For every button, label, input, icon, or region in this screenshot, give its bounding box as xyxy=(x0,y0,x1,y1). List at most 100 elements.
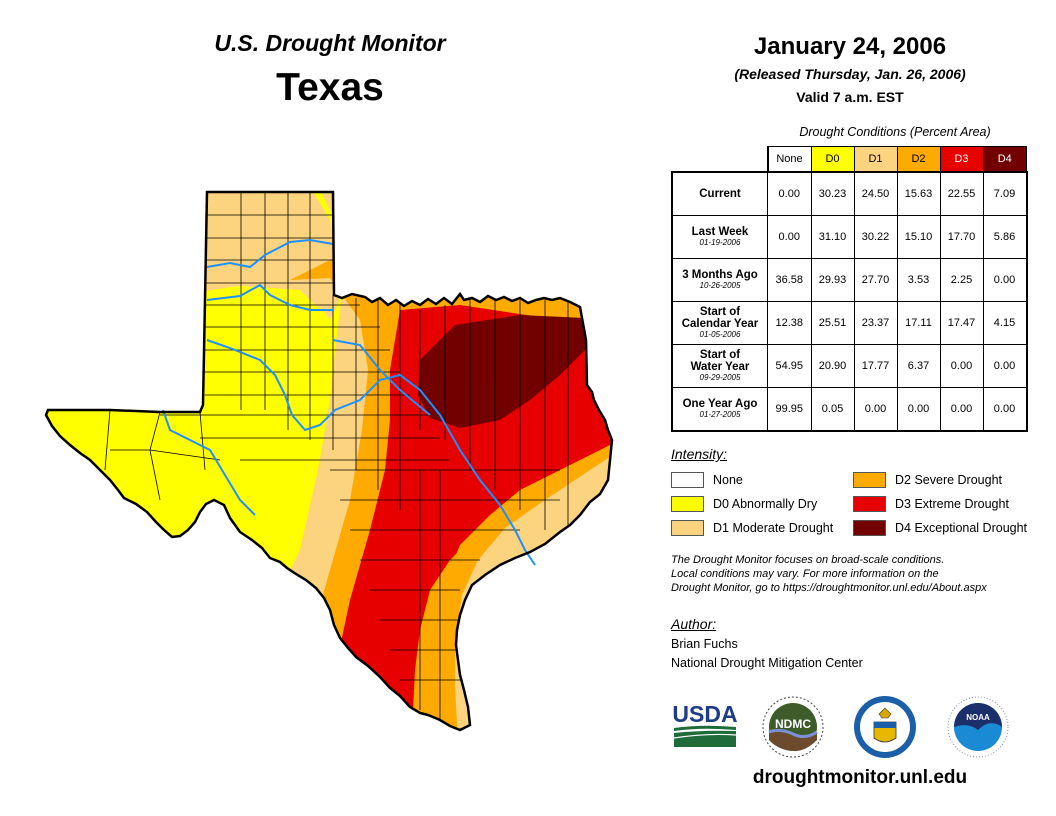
legend-label: D0 Abnormally Dry xyxy=(713,497,818,511)
row-date: 01-27-2005 xyxy=(699,410,741,419)
cell-none: 12.38 xyxy=(767,301,812,345)
county-lines xyxy=(104,192,569,720)
cell-d2: 6.37 xyxy=(896,344,941,388)
brazos-river xyxy=(206,339,536,566)
legend-title: Intensity: xyxy=(671,446,728,462)
cell-d0: 25.51 xyxy=(810,301,855,345)
table-row: Current 0.00 30.23 24.50 15.63 22.55 7.09 xyxy=(671,171,1028,216)
author-name: Brian Fuchs xyxy=(671,637,738,651)
cell-none: 0.00 xyxy=(767,171,812,216)
valid-time: Valid 7 a.m. EST xyxy=(796,89,904,105)
cell-d3: 0.00 xyxy=(939,344,984,388)
cell-d0: 20.90 xyxy=(810,344,855,388)
legend-label: D4 Exceptional Drought xyxy=(895,521,1028,535)
ndmc-logo: NDMC xyxy=(762,696,824,758)
note-line: Drought Monitor, go to https://droughtmo… xyxy=(671,582,987,594)
cell-d2: 15.63 xyxy=(896,171,941,216)
cell-d2: 3.53 xyxy=(896,258,941,302)
cell-d3: 17.47 xyxy=(939,301,984,345)
cell-none: 99.95 xyxy=(767,387,812,432)
doc-seal-logo xyxy=(854,696,916,758)
cell-none: 0.00 xyxy=(767,215,812,259)
table-caption: Drought Conditions (Percent Area) xyxy=(799,125,991,139)
map-title: U.S. Drought Monitor xyxy=(214,30,446,56)
cell-d3: 22.55 xyxy=(939,171,984,216)
author-heading: Author: xyxy=(671,616,717,632)
row-label-text: Last Week xyxy=(691,226,749,238)
legend-item-none: None xyxy=(671,472,743,488)
trinity-river xyxy=(332,339,431,416)
author-organization: National Drought Mitigation Center xyxy=(671,656,863,670)
cell-none: 54.95 xyxy=(767,344,812,388)
row-label: Start of Calendar Year 01-05-2006 xyxy=(671,301,768,345)
canadian-river xyxy=(206,238,334,269)
cell-none: 36.58 xyxy=(767,258,812,302)
legend-label: D3 Extreme Drought xyxy=(895,497,1009,511)
note-line: Local conditions may vary. For more info… xyxy=(671,568,939,580)
row-date: 01-19-2006 xyxy=(699,238,741,247)
table-row: Last Week 01-19-2006 0.00 31.10 30.22 15.10 17… xyxy=(671,215,1028,259)
valid-date: January 24, 2006 xyxy=(753,33,947,60)
cell-d4: 5.86 xyxy=(982,215,1028,259)
release-date: (Released Thursday, Jan. 26, 2006) xyxy=(734,66,966,82)
red-river-fork xyxy=(206,283,333,311)
row-date: 01-05-2006 xyxy=(699,330,741,339)
legend-item-d3: D3 Extreme Drought xyxy=(853,496,1009,512)
legend-item-d0: D0 Abnormally Dry xyxy=(671,496,817,512)
cell-d3: 17.70 xyxy=(939,215,984,259)
row-label: Last Week 01-19-2006 xyxy=(671,215,768,259)
legend-swatch xyxy=(853,496,886,512)
cell-d2: 15.10 xyxy=(896,215,941,259)
row-label-text: 3 Months Ago xyxy=(682,269,758,281)
table-row: Start of Calendar Year 01-05-2006 12.38 25.5… xyxy=(671,301,1028,345)
disclaimer-note: The Drought Monitor focuses on broad-sca… xyxy=(671,553,1051,595)
legend-swatch xyxy=(671,496,704,512)
row-date: 09-29-2005 xyxy=(699,373,741,382)
state-name: Texas xyxy=(276,66,384,109)
row-label: Current xyxy=(671,171,768,216)
row-label: One Year Ago 01-27-2005 xyxy=(671,387,768,432)
table-header-row: None D0 D1 D2 D3 D4 xyxy=(672,146,1027,173)
row-label-text: Calendar Year xyxy=(681,318,759,330)
cell-d1: 17.77 xyxy=(853,344,898,388)
row-label-text: Water Year xyxy=(690,361,750,373)
usda-logo: USDA xyxy=(672,701,738,747)
row-label: Start of Water Year 09-29-2005 xyxy=(671,344,768,388)
row-label: 3 Months Ago 10-26-2005 xyxy=(671,258,768,302)
legend-label: None xyxy=(713,473,743,487)
cell-d0: 31.10 xyxy=(810,215,855,259)
col-header-d4: D4 xyxy=(982,146,1027,173)
row-date: 10-26-2005 xyxy=(699,281,741,290)
cell-d3: 2.25 xyxy=(939,258,984,302)
table-row: One Year Ago 01-27-2005 99.95 0.05 0.00 0.00 0… xyxy=(671,387,1028,432)
cell-d0: 0.05 xyxy=(810,387,855,432)
note-line: The Drought Monitor focuses on broad-sca… xyxy=(671,554,945,566)
usda-logo-text: USDA xyxy=(672,701,737,727)
rivers xyxy=(162,238,536,566)
legend-label: D2 Severe Drought xyxy=(895,473,1003,487)
legend-item-d2: D2 Severe Drought xyxy=(853,472,1002,488)
cell-d4: 7.09 xyxy=(982,171,1028,216)
cell-d1: 27.70 xyxy=(853,258,898,302)
cell-d1: 24.50 xyxy=(853,171,898,216)
cell-d1: 23.37 xyxy=(853,301,898,345)
row-label-text: Current xyxy=(699,188,741,200)
website-link[interactable]: droughtmonitor.unl.edu xyxy=(752,767,968,788)
table-body: Current 0.00 30.23 24.50 15.63 22.55 7.09 Last … xyxy=(671,171,1028,432)
noaa-logo: NOAA xyxy=(947,696,1009,758)
cell-d0: 29.93 xyxy=(810,258,855,302)
table-row: Start of Water Year 09-29-2005 54.95 20.90 17… xyxy=(671,344,1028,388)
cell-d1: 30.22 xyxy=(853,215,898,259)
cell-d4: 4.15 xyxy=(982,301,1028,345)
row-label-text: Start of xyxy=(699,306,741,318)
noaa-logo-text: NOAA xyxy=(966,713,990,722)
legend-swatch xyxy=(853,520,886,536)
cell-d2: 0.00 xyxy=(896,387,941,432)
cell-d2: 17.11 xyxy=(896,301,941,345)
drought-stats-table: None D0 D1 D2 D3 D4 Current 0.00 30.23 24.5… xyxy=(671,146,1028,432)
legend-item-d4: D4 Exceptional Drought xyxy=(853,520,1027,536)
col-header-d1: D1 xyxy=(853,146,898,173)
legend-swatch xyxy=(671,472,704,488)
header-blank xyxy=(672,146,769,172)
cell-d1: 0.00 xyxy=(853,387,898,432)
